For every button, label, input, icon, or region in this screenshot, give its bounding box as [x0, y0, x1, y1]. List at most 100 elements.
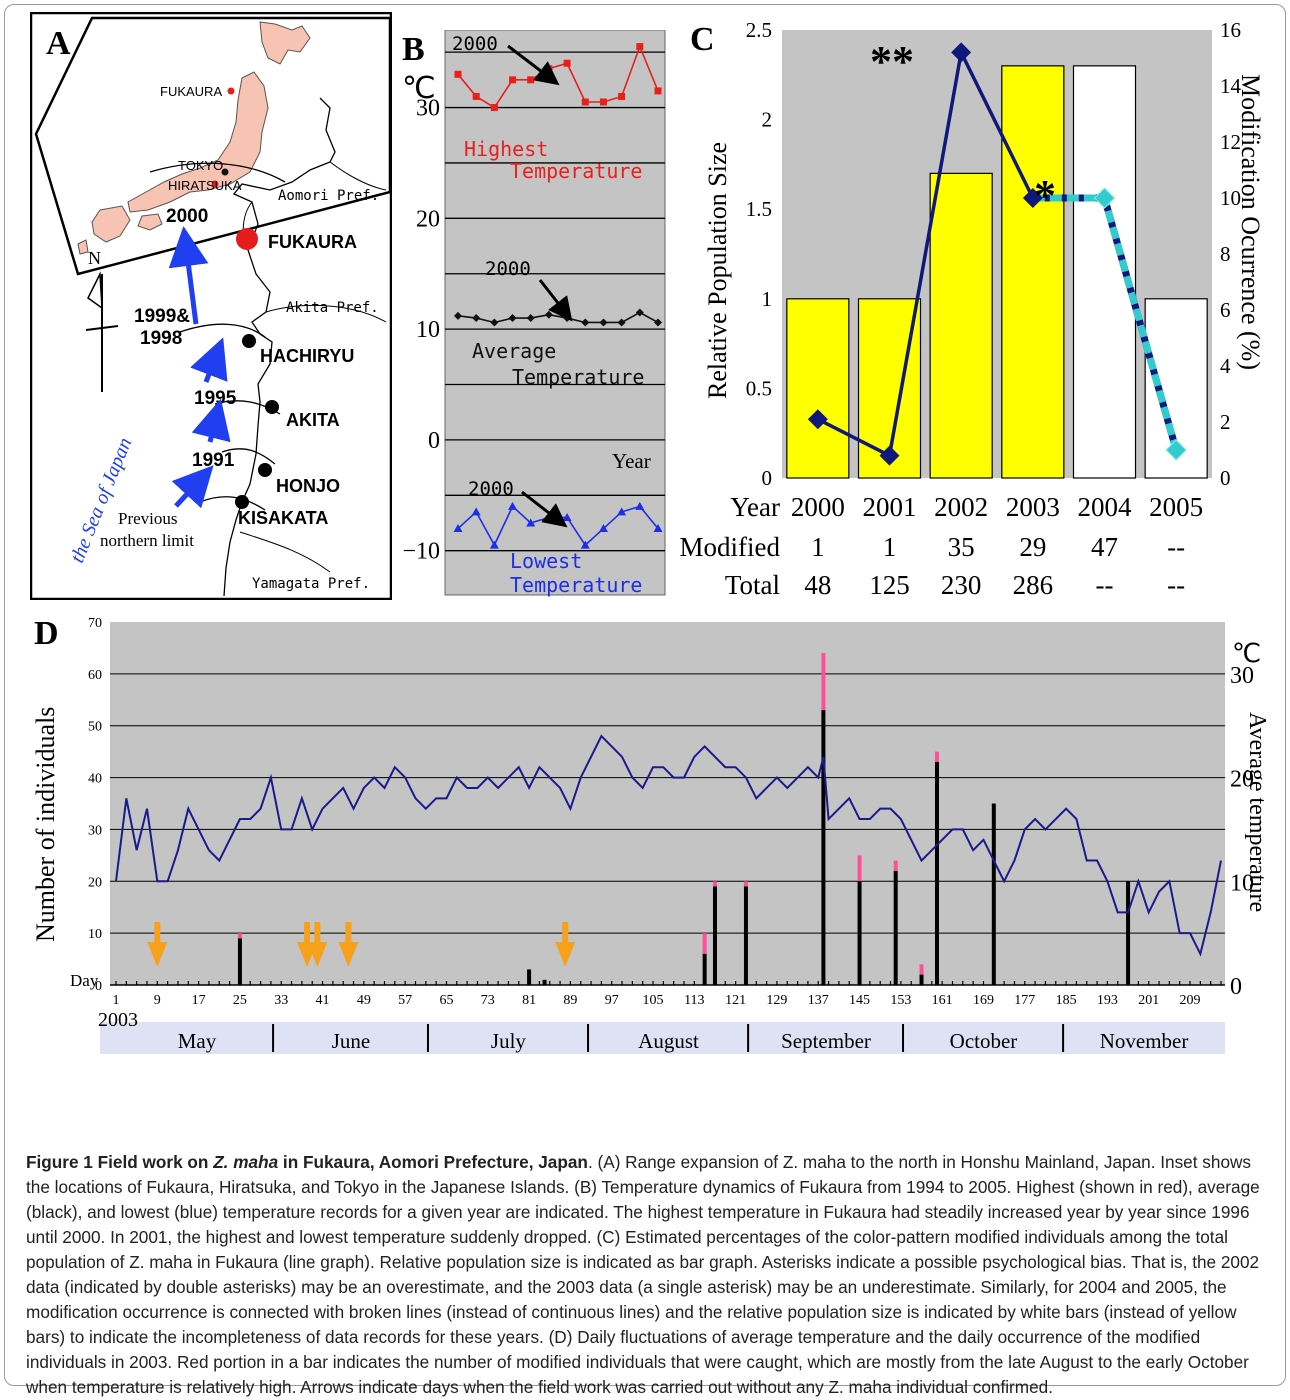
figure-caption: Figure 1 Field work on Z. maha in Fukaur… — [26, 1152, 1260, 1397]
table-year-cell: 2001 — [863, 492, 917, 522]
coastline — [223, 97, 336, 597]
panel-b-point — [581, 98, 589, 106]
month-label-september: September — [781, 1029, 871, 1053]
month-label-august: August — [638, 1029, 699, 1053]
panel-c-right-tick: 12 — [1220, 130, 1241, 154]
panel-c-right-tick: 0 — [1220, 466, 1231, 490]
population-bar-2002 — [929, 172, 993, 479]
modified-bar-day-115 — [702, 933, 707, 954]
panel-c-right-tick: 8 — [1220, 242, 1231, 266]
modified-bar-day-117 — [712, 881, 717, 887]
panel-c-left-tick: 2 — [762, 108, 773, 132]
table-year-cell: 2005 — [1149, 492, 1203, 522]
panel-b-point — [617, 318, 626, 327]
panel-c-plot-area — [782, 30, 1212, 478]
day-tick-label: 33 — [274, 993, 288, 1008]
panel-b-point — [454, 311, 462, 320]
panel-b-tick-label: −10 — [402, 539, 440, 565]
modification-line-solid — [817, 46, 1035, 459]
kisakata-label: KISAKATA — [238, 508, 328, 528]
panel-d-y-left-label: Number of individuals — [31, 707, 60, 942]
table-year-cell: 2003 — [1006, 492, 1060, 522]
month-label-october: October — [950, 1029, 1018, 1053]
modified-bar-day-152 — [893, 860, 898, 871]
panel-d-label: D — [34, 615, 59, 652]
table-total-cell: 230 — [941, 570, 982, 600]
panel-b-point — [508, 314, 517, 323]
table-modified-label: Modified — [680, 532, 780, 562]
day-tick-label: 209 — [1180, 993, 1201, 1008]
panel-d-unit: ℃ — [1232, 639, 1261, 668]
day-tick-label: 17 — [192, 993, 206, 1008]
inset-hiratsuka-label: HIRATSUKA — [168, 178, 242, 193]
panel-c-left-tick: 1.5 — [746, 197, 772, 221]
no-individual-arrow-shaft — [345, 922, 352, 948]
individuals-bar-day-84 — [542, 979, 547, 985]
panel-d-right-tick: 0 — [1230, 974, 1242, 1000]
panel-b-point — [617, 507, 627, 516]
no-individual-arrow-head — [147, 942, 168, 967]
no-individual-arrow-shaft — [304, 922, 311, 948]
japan-inset: FUKAURA TOKYO HIRATSUKA — [34, 16, 392, 276]
panel-b-point — [636, 43, 644, 51]
day-tick-label: 113 — [684, 993, 704, 1008]
no-individual-arrow-shaft — [314, 922, 321, 948]
modification-point-2005 — [1165, 439, 1187, 461]
panel-b-point — [599, 318, 608, 327]
day-tick-label: 105 — [643, 993, 664, 1008]
day-tick-label: 97 — [605, 993, 619, 1008]
panel-b-tick-label: 20 — [416, 206, 440, 232]
table-modified-cell: 47 — [1091, 532, 1118, 562]
expansion-arrow-2000 — [168, 226, 209, 325]
individuals-bar-day-117 — [712, 886, 717, 985]
panel-c-y-left-label: Relative Population Size — [703, 142, 732, 399]
modified-bar-day-157 — [919, 964, 924, 975]
year-1991-label: 1991 — [192, 450, 235, 471]
day-tick-label: 49 — [357, 993, 371, 1008]
year-2000-label: 2000 — [166, 206, 208, 227]
individuals-bar-day-123 — [743, 886, 748, 985]
modification-point-2002 — [951, 42, 972, 63]
table-total-cell: 125 — [869, 570, 910, 600]
month-label-july: July — [491, 1029, 527, 1053]
highest-label-1: Highest — [464, 137, 548, 161]
population-bar-2000 — [786, 298, 850, 479]
table-modified-cell: 1 — [811, 532, 825, 562]
population-bar-2001 — [857, 298, 922, 479]
day-tick-label: 25 — [233, 993, 247, 1008]
table-total-cell: 286 — [1013, 570, 1054, 600]
panel-c-right-tick: 6 — [1220, 298, 1231, 322]
modification-point-2003 — [1022, 188, 1043, 208]
panel-d-chart: D Number of individuals Average temperat… — [31, 615, 1270, 1054]
fukaura-site-marker — [236, 228, 258, 250]
caption-body: (A) Range expansion of Z. maha to the no… — [26, 1152, 1260, 1397]
svg-text:N: N — [88, 248, 101, 268]
panel-c-left-tick: 1 — [762, 287, 773, 311]
hachiryu-site-marker — [242, 334, 256, 348]
panel-b-point — [581, 318, 590, 327]
panel-b-point — [635, 308, 644, 317]
panel-b-point — [509, 76, 517, 84]
year-1999-label: 1999& — [134, 306, 190, 327]
day-tick-label: 177 — [1014, 993, 1035, 1008]
day-tick-label: 73 — [481, 993, 495, 1008]
table-total-cell: 48 — [804, 570, 831, 600]
panel-b-point — [580, 540, 590, 549]
panel-b-point — [489, 540, 499, 549]
day-tick-label: 129 — [766, 993, 787, 1008]
no-individual-arrow-head — [338, 942, 359, 967]
north-compass: N — [85, 248, 119, 392]
panel-b-point — [526, 518, 536, 527]
no-individual-arrow-shaft — [562, 922, 569, 948]
panel-b-label: B — [402, 31, 425, 68]
akita-label: AKITA — [286, 410, 340, 430]
individuals-bar-day-157 — [919, 974, 924, 985]
day-tick-label: 201 — [1138, 993, 1159, 1008]
expansion-arrow-1995 — [191, 398, 231, 443]
honjo-site-marker — [258, 463, 272, 477]
panel-d-left-tick: 20 — [88, 875, 102, 890]
figure-frame — [4, 4, 1286, 1386]
panel-c-left-tick: 0 — [762, 466, 773, 490]
highest-label-2: Temperature — [510, 159, 642, 183]
panel-b-point — [471, 507, 481, 516]
